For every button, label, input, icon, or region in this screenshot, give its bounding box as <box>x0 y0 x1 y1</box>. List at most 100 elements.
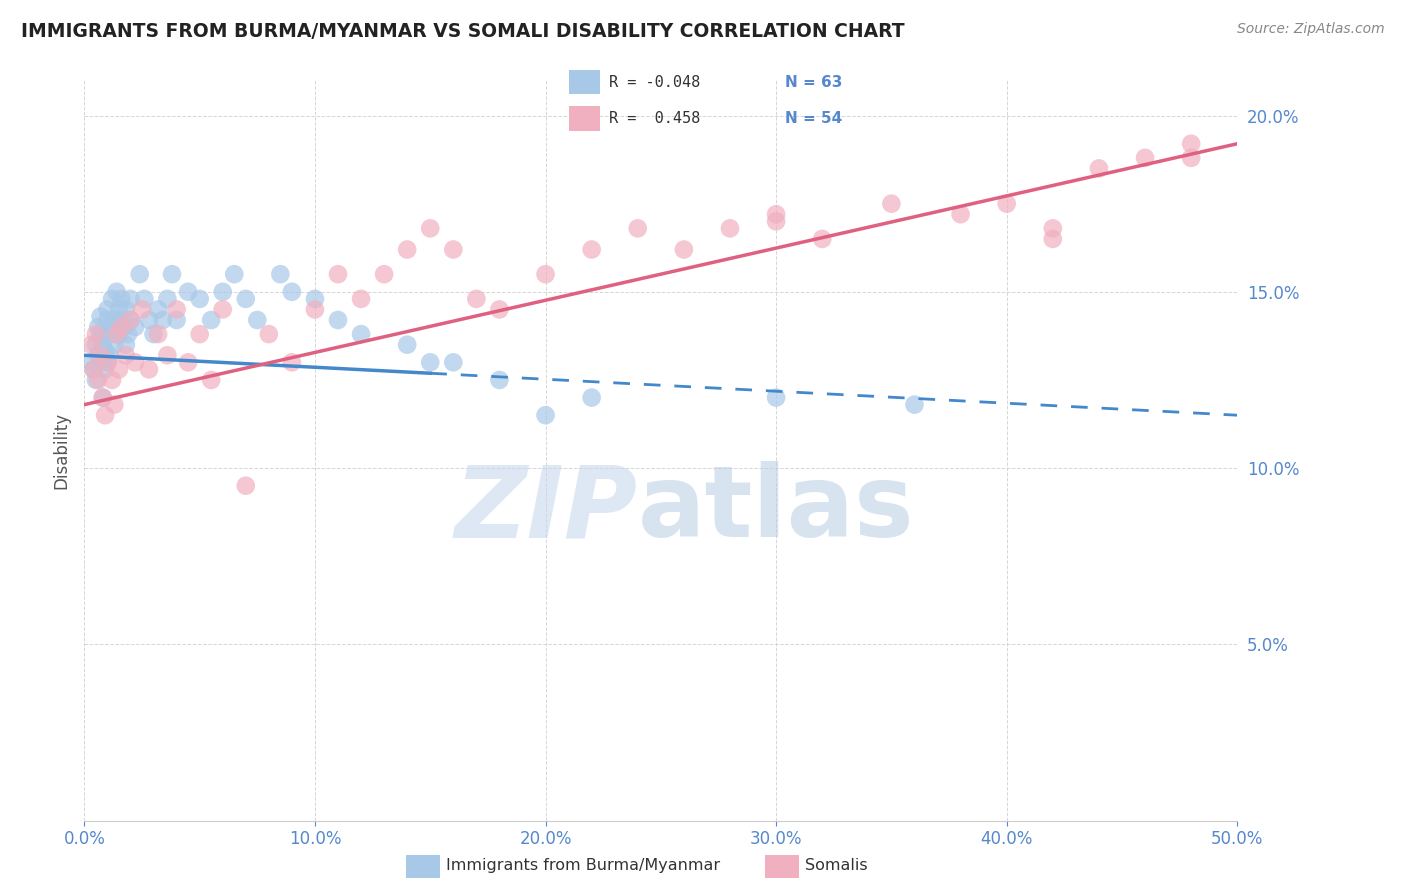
Bar <box>765 855 799 878</box>
Text: R = -0.048: R = -0.048 <box>609 75 700 90</box>
Point <box>350 327 373 342</box>
Point <box>120 313 142 327</box>
Point <box>627 221 650 235</box>
Point <box>534 267 557 281</box>
Point <box>211 285 233 299</box>
Point <box>224 267 246 281</box>
Point <box>718 221 741 235</box>
Point <box>115 348 138 362</box>
Point <box>87 373 110 387</box>
Point <box>903 398 925 412</box>
Point <box>581 391 603 405</box>
Point <box>246 313 269 327</box>
Point <box>117 327 139 342</box>
Point <box>138 313 160 327</box>
Point <box>142 327 165 342</box>
Point <box>995 196 1018 211</box>
Point <box>131 302 153 317</box>
Point <box>87 320 110 334</box>
Point <box>83 362 105 376</box>
Point <box>134 292 156 306</box>
Point <box>96 302 118 317</box>
Point <box>101 373 124 387</box>
Point <box>84 327 107 342</box>
Point <box>103 337 125 351</box>
Point <box>94 344 117 359</box>
Point <box>166 313 188 327</box>
Point <box>83 362 105 376</box>
Point <box>89 310 111 324</box>
Point <box>765 214 787 228</box>
Point <box>419 355 441 369</box>
Point <box>396 243 419 257</box>
Point <box>101 292 124 306</box>
Point <box>98 348 121 362</box>
Point <box>101 320 124 334</box>
Point <box>765 207 787 221</box>
Point <box>110 313 132 327</box>
Point <box>1133 151 1156 165</box>
Point <box>811 232 834 246</box>
Point <box>396 337 419 351</box>
Point <box>124 355 146 369</box>
Point <box>188 292 211 306</box>
Point <box>108 362 131 376</box>
Y-axis label: Disability: Disability <box>52 412 70 489</box>
Point <box>235 479 257 493</box>
Point <box>166 302 188 317</box>
Point <box>96 355 118 369</box>
Point <box>1180 136 1202 151</box>
Point <box>326 313 349 327</box>
Point <box>94 408 117 422</box>
Point <box>128 267 150 281</box>
Point <box>84 373 107 387</box>
Point <box>281 285 304 299</box>
Point <box>84 337 107 351</box>
Point <box>80 355 103 369</box>
Bar <box>568 106 599 130</box>
Point <box>110 292 132 306</box>
Text: N = 54: N = 54 <box>785 111 842 126</box>
Point <box>89 327 111 342</box>
Point <box>156 348 179 362</box>
Point <box>177 285 200 299</box>
Point <box>108 327 131 342</box>
Point <box>177 355 200 369</box>
Point <box>269 267 291 281</box>
Point <box>105 327 128 342</box>
Point <box>534 408 557 422</box>
Point <box>441 355 464 369</box>
Point <box>949 207 972 221</box>
Point <box>103 398 125 412</box>
Point <box>91 391 114 405</box>
Point <box>419 221 441 235</box>
Point <box>96 313 118 327</box>
Point <box>156 292 179 306</box>
Point <box>235 292 257 306</box>
Point <box>120 292 142 306</box>
Point <box>200 373 222 387</box>
Point <box>91 337 114 351</box>
Point <box>1042 232 1064 246</box>
Point <box>115 337 138 351</box>
Point <box>200 313 222 327</box>
Text: Somalis: Somalis <box>806 858 868 872</box>
Point <box>211 302 233 317</box>
Point <box>488 302 510 317</box>
Point <box>304 292 326 306</box>
Text: N = 63: N = 63 <box>785 75 842 90</box>
Point <box>581 243 603 257</box>
Point <box>672 243 695 257</box>
Point <box>160 267 183 281</box>
Text: Immigrants from Burma/Myanmar: Immigrants from Burma/Myanmar <box>446 858 720 872</box>
Text: Source: ZipAtlas.com: Source: ZipAtlas.com <box>1237 22 1385 37</box>
Point <box>103 313 125 327</box>
Text: ZIP: ZIP <box>454 461 638 558</box>
Point <box>465 292 488 306</box>
Point <box>89 348 111 362</box>
Point <box>112 320 135 334</box>
Point <box>441 243 464 257</box>
Point <box>488 373 510 387</box>
Point <box>1042 221 1064 235</box>
Text: R =  0.458: R = 0.458 <box>609 111 700 126</box>
